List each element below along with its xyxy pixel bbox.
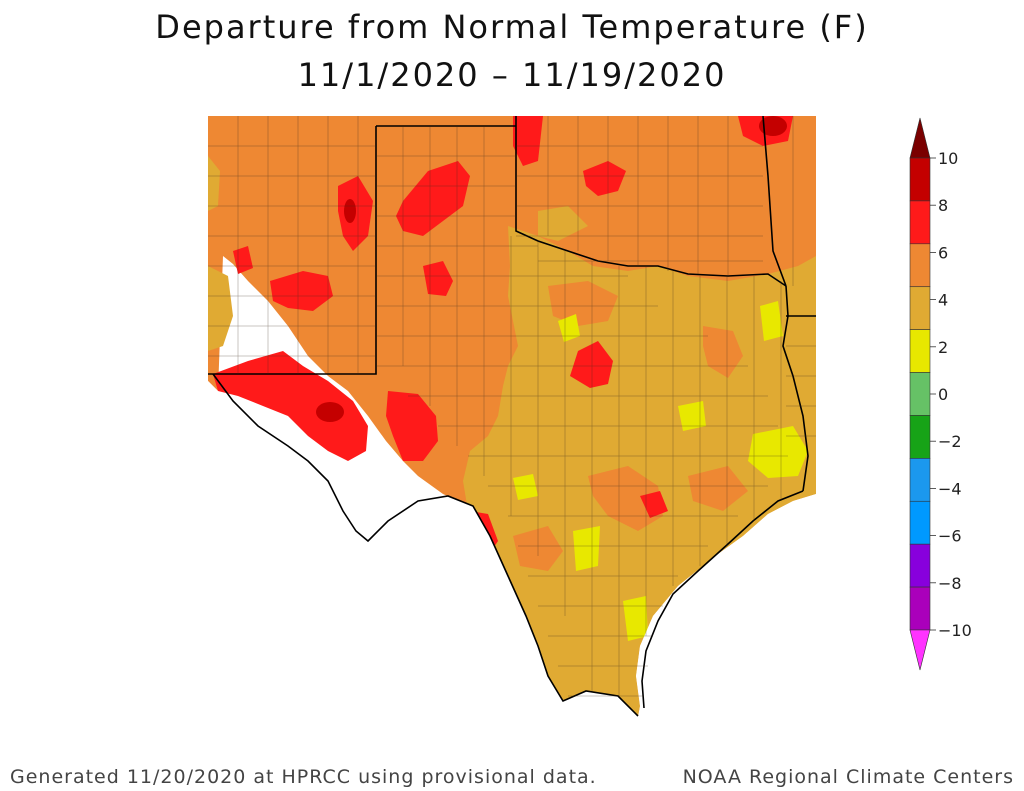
yellow-patch-7 (513, 474, 538, 500)
gold-region-west (208, 266, 233, 351)
color-legend: 10 8 6 4 2 0 −2 −4 −6 −8 −10 (909, 117, 972, 671)
darkred-region-panhandle (344, 199, 356, 223)
yellow-patch-6 (623, 596, 648, 641)
red-region-nm-central (270, 271, 333, 311)
legend-bin-over-10 (909, 117, 931, 159)
legend-tick-label: −10 (938, 621, 972, 640)
legend-tick-label: −2 (938, 432, 962, 451)
yellow-patch-1 (558, 314, 580, 342)
legend-bin (909, 372, 931, 416)
red-region-austin (640, 491, 668, 518)
legend-bin (909, 543, 931, 588)
yellow-patch-3 (748, 426, 808, 478)
darkred-region-ne (759, 116, 787, 136)
legend-tick-label: 4 (938, 291, 948, 310)
orange-patch-2 (703, 326, 743, 378)
legend-tick-label: −6 (938, 527, 962, 546)
darkred-region-big-bend (316, 402, 344, 422)
yellow-patch-2 (573, 526, 600, 571)
legend-bin (909, 200, 931, 245)
gold-region-northwest (208, 156, 220, 211)
orange-patch-1 (548, 281, 618, 326)
red-region-ok-north (513, 116, 543, 166)
orange-patch-5 (688, 466, 748, 511)
orange-patch-3 (588, 466, 663, 531)
map-date-range: 11/1/2020 – 11/19/2020 (297, 56, 727, 94)
red-region-oklahoma (583, 161, 626, 196)
legend-tick-label: −8 (938, 574, 962, 593)
legend-tick-label: −4 (938, 479, 962, 498)
legend-bin (909, 586, 931, 631)
red-region-central (570, 341, 613, 388)
yellow-patch-4 (678, 401, 706, 431)
gold-region-north (538, 206, 588, 241)
yellow-patch-5 (760, 301, 783, 341)
red-region-lubbock (423, 261, 453, 296)
red-region-pecos (386, 391, 438, 461)
outside-region-gulf (636, 494, 816, 722)
legend-tick-label: 2 (938, 338, 948, 357)
legend-tick-label: 8 (938, 196, 948, 215)
legend-tick-label: 0 (938, 385, 948, 404)
footer-generated-note: Generated 11/20/2020 at HPRCC using prov… (10, 766, 597, 788)
legend-bin (909, 243, 931, 288)
footer-source: NOAA Regional Climate Centers (682, 766, 1014, 788)
county-lines (208, 116, 816, 697)
legend-bin (909, 415, 931, 459)
red-region-panhandle (396, 161, 470, 236)
legend-bin (909, 458, 931, 502)
map-title: Departure from Normal Temperature (F) (155, 8, 869, 46)
outside-region-mexico (208, 381, 638, 722)
legend-tick-label: 10 (938, 149, 958, 168)
temperature-departure-map (208, 116, 816, 722)
legend-bin (909, 157, 931, 202)
legend-bin-under-minus-10 (909, 629, 931, 671)
red-region-big-bend (213, 351, 368, 461)
legend-bin (909, 500, 931, 545)
legend-bin (909, 329, 931, 373)
legend-tick-label: 6 (938, 243, 948, 262)
legend-bin (909, 286, 931, 330)
